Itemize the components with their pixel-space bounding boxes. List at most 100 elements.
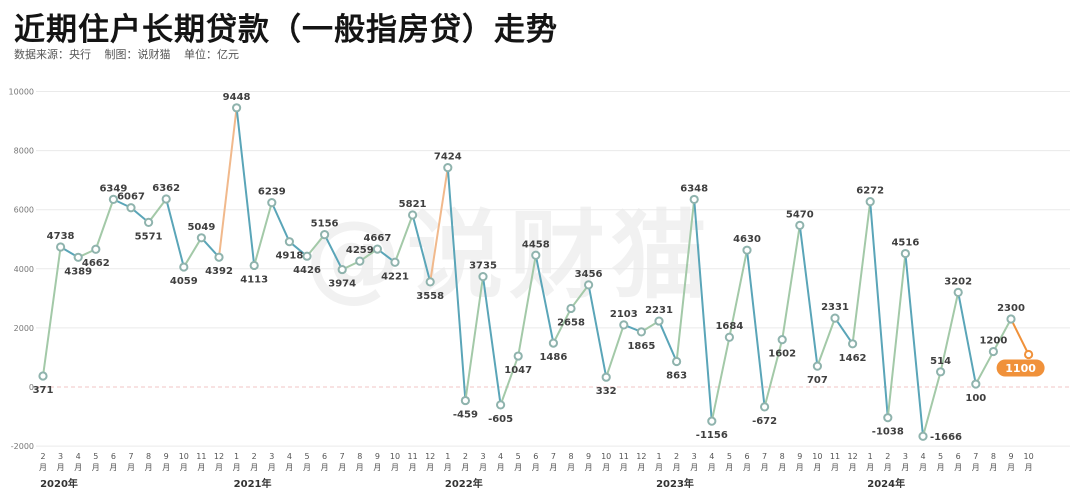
data-point	[689, 194, 699, 205]
data-point	[918, 431, 928, 441]
x-tick-suffix: 月	[391, 463, 399, 472]
data-point	[390, 257, 400, 267]
x-tick-label: 2	[463, 452, 468, 461]
year-label: 2021年	[234, 477, 272, 490]
x-tick-label: 6	[533, 452, 538, 461]
year-label: 2024年	[867, 477, 905, 490]
series-segment	[182, 236, 203, 269]
data-point	[865, 197, 875, 207]
x-tick-suffix: 月	[479, 463, 487, 472]
series-segment	[323, 233, 344, 271]
data-point	[144, 217, 154, 227]
x-tick-label: 5	[304, 452, 309, 461]
x-tick-suffix: 月	[796, 463, 804, 472]
x-tick-label: 12	[848, 452, 858, 461]
series-segment	[482, 275, 502, 406]
data-point	[196, 233, 206, 243]
data-label: -459	[453, 410, 478, 421]
x-tick-suffix: 月	[285, 463, 293, 472]
data-point	[742, 245, 752, 255]
data-point	[988, 346, 999, 357]
data-label: 371	[33, 385, 54, 396]
x-tick-label: 9	[375, 452, 380, 461]
data-point	[672, 356, 682, 367]
x-tick-suffix: 月	[708, 463, 716, 472]
data-label: 6239	[258, 187, 286, 198]
y-tick-label: 2000	[14, 324, 34, 333]
x-tick-suffix: 月	[145, 463, 153, 472]
data-point	[830, 313, 840, 323]
series-segment	[534, 254, 555, 345]
data-label: 5470	[786, 209, 814, 220]
series-segment	[411, 213, 432, 283]
data-label: 1200	[979, 336, 1007, 347]
x-tick-suffix: 月	[567, 463, 575, 472]
x-tick-label: 5	[727, 452, 732, 461]
series-segment	[165, 198, 185, 269]
data-point	[531, 250, 541, 260]
data-point	[214, 252, 224, 262]
data-label: 3456	[575, 269, 603, 280]
data-label: 863	[666, 370, 687, 381]
page-title: 近期住户长期贷款（一般指房贷）走势	[14, 12, 558, 48]
x-tick-suffix: 月	[743, 463, 751, 472]
data-label: 1602	[768, 349, 796, 360]
x-tick-suffix: 月	[127, 463, 135, 472]
data-label: 3735	[469, 261, 497, 272]
series-segment	[658, 320, 678, 363]
x-tick-suffix: 月	[725, 463, 733, 472]
data-point	[566, 303, 576, 314]
data-point	[1024, 349, 1034, 360]
data-point	[496, 400, 506, 410]
x-tick-label: 5	[93, 452, 98, 461]
x-tick-suffix: 月	[426, 463, 434, 472]
x-tick-label: 12	[425, 452, 435, 461]
data-point	[760, 402, 770, 412]
series-segment	[869, 200, 889, 419]
series-segment	[499, 355, 520, 406]
x-tick-suffix: 月	[585, 463, 593, 472]
x-tick-label: 10	[390, 452, 400, 461]
x-tick-label: 11	[619, 452, 629, 461]
data-label: 6272	[856, 186, 884, 197]
x-tick-suffix: 月	[303, 463, 311, 472]
data-label: 1047	[504, 365, 532, 376]
data-label: 4458	[522, 239, 550, 250]
x-tick-suffix: 月	[831, 463, 839, 472]
data-point	[548, 338, 559, 348]
data-label: -605	[488, 414, 513, 425]
series-segment	[693, 198, 713, 423]
x-tick-suffix: 月	[549, 463, 557, 472]
x-tick-label: 9	[586, 452, 591, 461]
series-segment	[1010, 318, 1030, 356]
x-tick-label: 8	[780, 452, 785, 461]
x-tick-suffix: 月	[954, 463, 962, 472]
chart-subtitle: 数据来源：央行 制图：说财猫 单位：亿元	[14, 46, 249, 62]
x-tick-label: 6	[111, 452, 116, 461]
x-tick-suffix: 月	[989, 463, 997, 472]
series-segment	[570, 283, 590, 310]
data-label: 1865	[627, 341, 655, 352]
data-point	[900, 248, 911, 259]
series-segment	[798, 224, 819, 368]
x-tick-suffix: 月	[250, 463, 258, 472]
data-point	[91, 244, 101, 254]
data-point	[249, 260, 259, 271]
data-label: 3202	[944, 276, 972, 287]
data-point	[971, 379, 981, 389]
series-segment	[42, 245, 62, 378]
series-segment	[710, 336, 731, 423]
x-tick-suffix: 月	[321, 463, 329, 472]
x-tick-label: 10	[1024, 452, 1034, 461]
data-point	[478, 272, 488, 282]
x-tick-label: 10	[601, 452, 611, 461]
x-tick-label: 4	[709, 452, 714, 461]
data-point	[267, 198, 277, 208]
x-tick-label: 2	[252, 452, 257, 461]
x-tick-label: 4	[920, 452, 925, 461]
x-tick-suffix: 月	[1007, 463, 1015, 472]
x-tick-suffix: 月	[972, 463, 980, 472]
x-tick-suffix: 月	[197, 463, 205, 472]
data-label: 6362	[152, 183, 180, 194]
data-point	[232, 103, 242, 113]
